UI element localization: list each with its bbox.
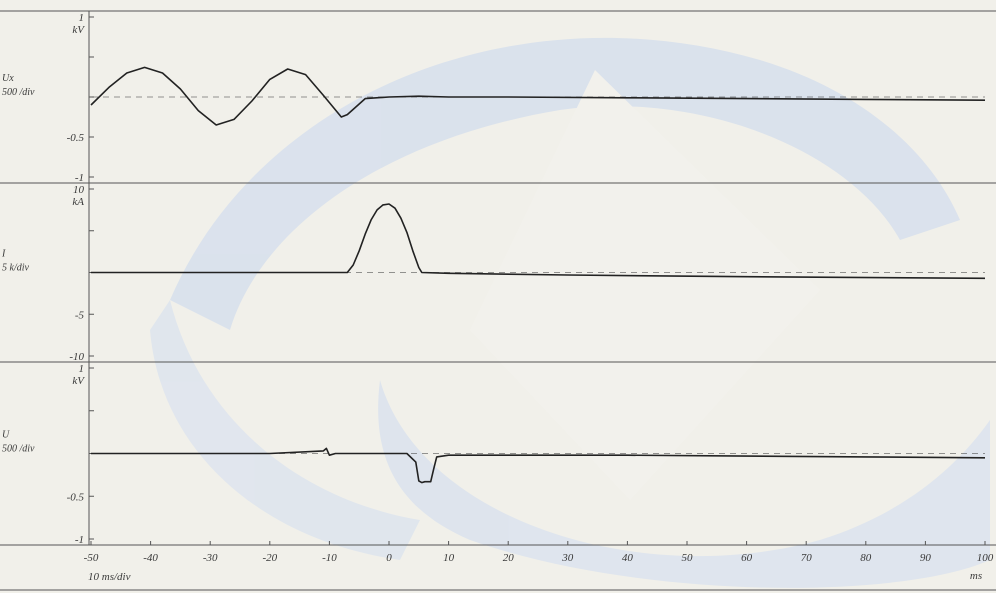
y-unit-label: kV [72, 24, 85, 36]
x-scale-label: 10 ms/div [88, 571, 131, 583]
x-tick-label: 20 [503, 552, 515, 564]
x-tick-label: -40 [143, 552, 158, 564]
channel-scale-label: 500 /div [2, 444, 35, 455]
y-unit-label: kA [72, 196, 84, 208]
channel-label: Ux [2, 73, 14, 84]
panels: 1 -0.5 -1 kV Ux 500 /div 10 -5 -10 kA I 5 k/div 1 -0.… [1, 12, 986, 546]
signal-trace [91, 447, 986, 484]
x-tick-label: 40 [622, 552, 634, 564]
channel-scale-label: 5 k/div [2, 263, 29, 274]
signal-trace [90, 66, 986, 126]
x-tick-label: 30 [561, 552, 574, 564]
y-unit-label: kV [72, 375, 85, 387]
x-tick-label: 80 [860, 552, 872, 564]
x-tick-label: -20 [262, 552, 277, 564]
y-tick-label: -0.5 [67, 132, 85, 144]
y-tick-label: -10 [69, 351, 84, 363]
panel-2: 10 -5 -10 kA I 5 k/div [1, 184, 986, 363]
x-tick-label: 90 [920, 552, 932, 564]
x-tick-label: -30 [203, 552, 218, 564]
signal-trace [91, 203, 986, 280]
panel-3: 1 -0.5 -1 kV U 500 /div [2, 363, 986, 546]
x-tick-label: 60 [741, 552, 753, 564]
x-unit-label: ms [970, 570, 982, 582]
y-tick-label: 10 [73, 184, 85, 196]
x-tick-label: -10 [322, 552, 337, 564]
panel-1: 1 -0.5 -1 kV Ux 500 /div [2, 12, 986, 184]
x-tick-label: 100 [977, 552, 994, 564]
x-axis: -50 -40 -30 -20 -10 0 10 20 30 40 50 60 70 80 90 100 10 … [84, 541, 994, 583]
x-tick-label: -50 [84, 552, 99, 564]
channel-label: U [2, 430, 10, 441]
x-tick-label: 10 [443, 552, 455, 564]
y-tick-label: -5 [75, 309, 85, 321]
x-tick-label: 0 [386, 552, 392, 564]
x-tick-label: 50 [682, 552, 694, 564]
y-tick-label: -1 [75, 534, 84, 546]
y-tick-label: 1 [79, 363, 85, 375]
y-tick-label: 1 [79, 12, 85, 24]
watermark-logo [150, 37, 990, 588]
channel-label: I [1, 249, 6, 260]
y-tick-label: -0.5 [67, 491, 85, 503]
y-tick-label: -1 [75, 172, 84, 184]
x-tick-label: 70 [801, 552, 813, 564]
chart-frame [0, 10, 996, 591]
channel-scale-label: 500 /div [2, 87, 35, 98]
